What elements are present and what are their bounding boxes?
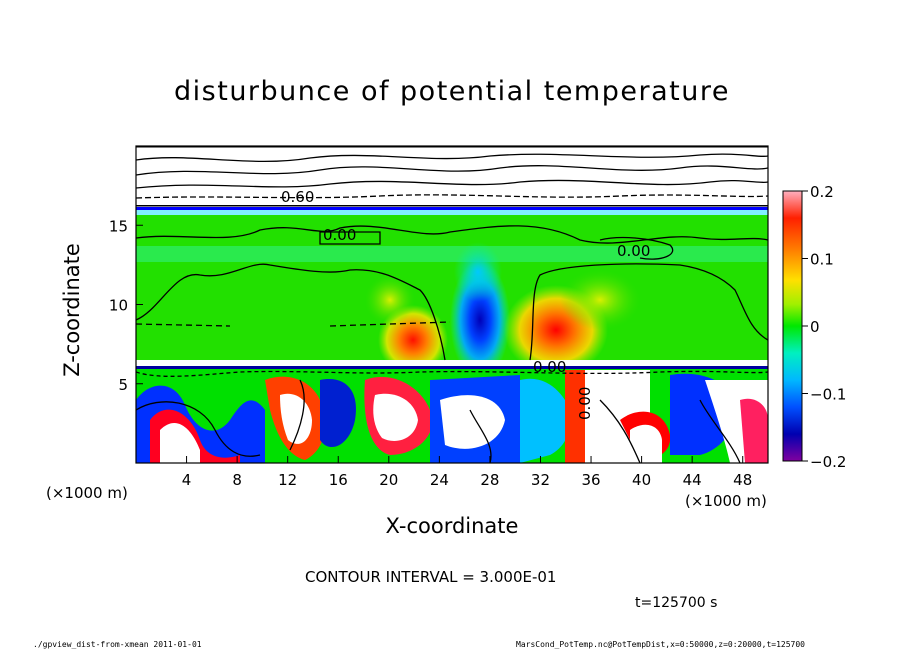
x-tick-label: 32 [531,471,550,489]
colorbar-tick-label: 0 [810,318,820,336]
colorbar-tick-label: 0.2 [810,183,834,201]
x-unit-label-right: (×1000 m) [685,492,767,510]
colorbar: 0.2 0.1 0 −0.1 −0.2 [782,183,846,471]
heatmap-field [136,146,768,463]
x-tick-label: 40 [632,471,651,489]
x-tick-label: 16 [329,471,348,489]
contour-label-3: 0.00 [617,242,650,260]
x-tick-label: 28 [480,471,499,489]
footer-right: MarsCond_PotTemp.nc@PotTempDist,x=0:5000… [516,640,805,649]
x-tick-label: 44 [683,471,702,489]
x-tick-label: 12 [278,471,297,489]
x-tick-label: 48 [733,471,752,489]
contour-label-1: 0.60 [281,188,314,206]
x-tick-label: 36 [581,471,600,489]
contour-interval-label: CONTOUR INTERVAL = 3.000E-01 [305,568,557,586]
contour-label-2: 0.00 [323,226,356,244]
x-tick-label: 4 [182,471,192,489]
y-axis-ticks: 5 10 15 [109,217,143,394]
contour-label-4: 0.00 [533,358,566,376]
x-tick-label: 24 [430,471,449,489]
y-tick-label: 5 [118,376,128,394]
x-axis-label: X-coordinate [385,514,519,538]
y-tick-label: 10 [109,297,128,315]
x-axis-ticks: 4 8 12 16 20 24 28 32 36 40 44 48 [182,456,752,489]
colorbar-tick-label: 0.1 [810,251,834,269]
x-unit-label-left: (×1000 m) [46,484,128,502]
y-axis-label: Z-coordinate [60,243,84,377]
y-tick-label: 15 [109,217,128,235]
time-label: t=125700 s [635,595,718,611]
contour-label-5: 0.00 [576,387,594,420]
footer-left: ./gpview_dist-from-xmean 2011-01-01 [33,640,202,649]
chart-title: disturbunce of potential temperature [174,76,730,107]
x-tick-label: 8 [232,471,242,489]
colorbar-tick-label: −0.1 [810,386,846,404]
colorbar-tick-label: −0.2 [810,453,846,471]
x-tick-label: 20 [379,471,398,489]
